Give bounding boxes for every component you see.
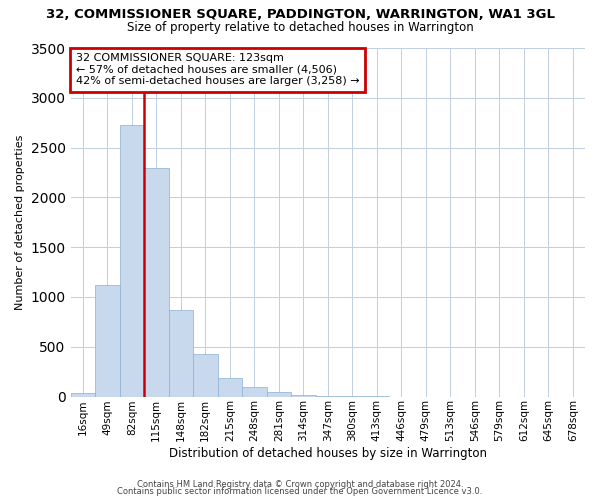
Bar [193, 354, 218, 397]
Bar [291, 395, 316, 396]
Text: Contains public sector information licensed under the Open Government Licence v3: Contains public sector information licen… [118, 487, 482, 496]
Text: 32 COMMISSIONER SQUARE: 123sqm
← 57% of detached houses are smaller (4,506)
42% : 32 COMMISSIONER SQUARE: 123sqm ← 57% of … [76, 53, 359, 86]
Bar [119, 124, 144, 396]
Bar [169, 310, 193, 396]
Bar [218, 378, 242, 396]
Text: Size of property relative to detached houses in Warrington: Size of property relative to detached ho… [127, 21, 473, 34]
Bar [71, 392, 95, 396]
Y-axis label: Number of detached properties: Number of detached properties [15, 134, 25, 310]
Bar [242, 386, 266, 396]
Bar [266, 392, 291, 396]
Text: 32, COMMISSIONER SQUARE, PADDINGTON, WARRINGTON, WA1 3GL: 32, COMMISSIONER SQUARE, PADDINGTON, WAR… [46, 8, 554, 20]
Text: Contains HM Land Registry data © Crown copyright and database right 2024.: Contains HM Land Registry data © Crown c… [137, 480, 463, 489]
X-axis label: Distribution of detached houses by size in Warrington: Distribution of detached houses by size … [169, 447, 487, 460]
Bar [144, 168, 169, 396]
Bar [95, 285, 119, 397]
